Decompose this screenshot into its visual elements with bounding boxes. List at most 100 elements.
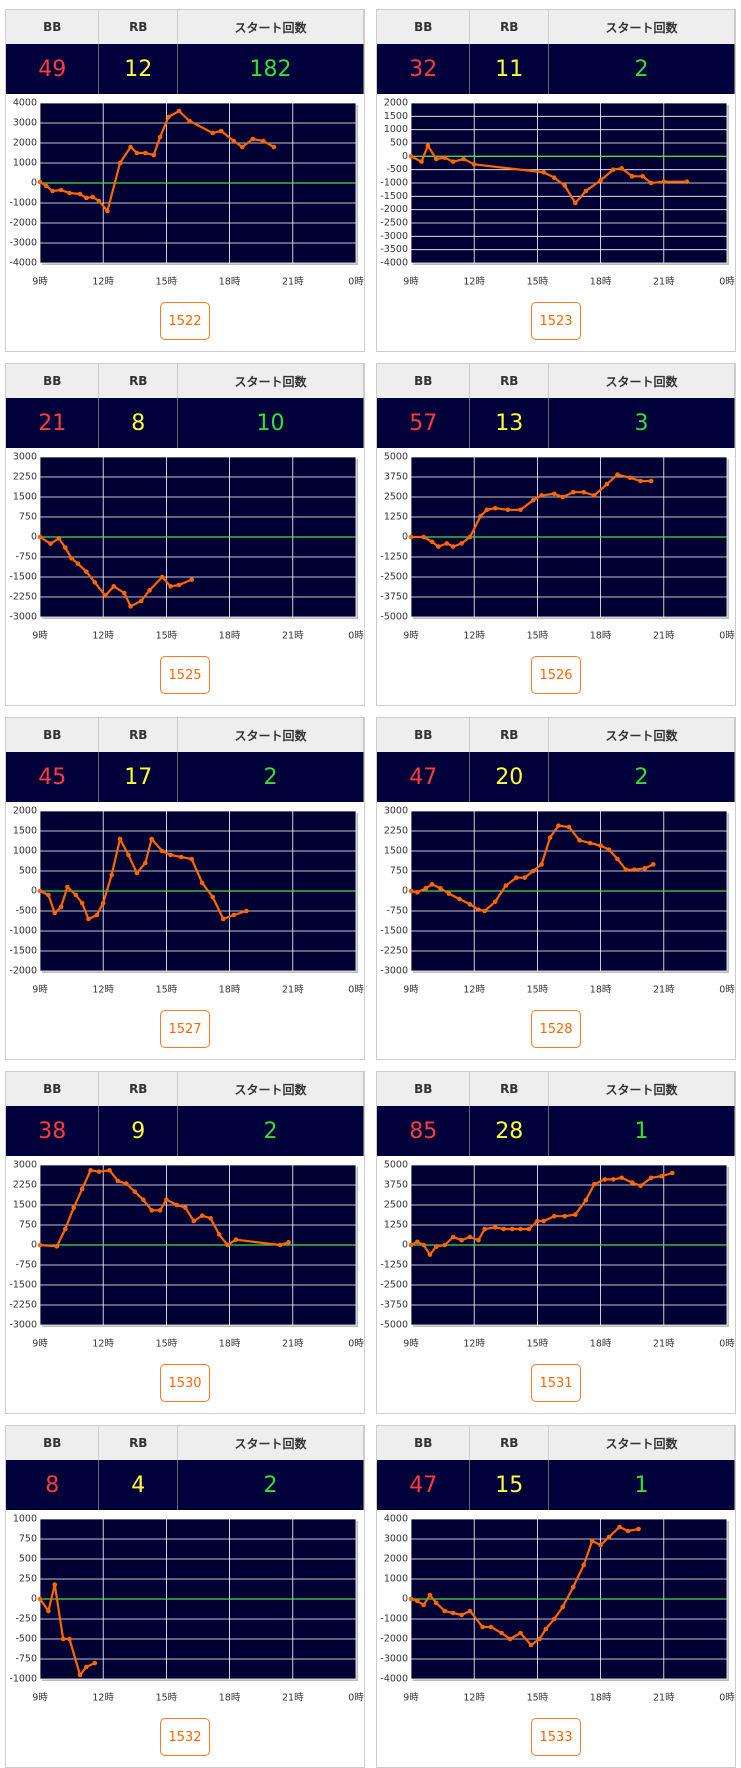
data-point — [583, 1197, 589, 1203]
machine-button[interactable]: 1528 — [531, 1010, 581, 1048]
data-point — [37, 888, 43, 894]
machine-button[interactable]: 1533 — [531, 1718, 581, 1756]
stats-table: BB RB スタート回数 21 8 10 — [6, 364, 364, 448]
data-point — [632, 867, 637, 872]
data-point — [408, 1596, 414, 1602]
data-point — [84, 1664, 89, 1670]
header-cell: スタート回数 — [177, 10, 364, 44]
machine-button[interactable]: 1522 — [160, 302, 210, 340]
y-tick-label: 1000 — [13, 846, 37, 857]
data-point — [591, 493, 597, 498]
machine-button[interactable]: 1530 — [160, 1364, 210, 1402]
data-point — [233, 1237, 239, 1242]
data-point — [467, 534, 473, 540]
machine-button[interactable]: 1527 — [160, 1010, 210, 1048]
data-point — [610, 167, 616, 172]
data-point — [115, 1178, 121, 1184]
data-point — [560, 494, 565, 500]
data-point — [442, 1608, 448, 1614]
header-cell: RB — [469, 10, 550, 44]
data-point — [37, 1242, 43, 1248]
x-tick-label: 9時 — [32, 1693, 48, 1704]
y-tick-label: -750 — [15, 1260, 37, 1271]
data-point — [598, 178, 603, 183]
data-point — [467, 1608, 473, 1614]
chart: -3000 -2250 -1500 -750 0 750 1500 2250 3000 9時 12時… — [9, 1160, 364, 1350]
data-point — [625, 1528, 631, 1534]
data-point — [522, 875, 528, 880]
chart: -3000 -2250 -1500 -750 0 750 1500 2250 3000 9時 12時… — [9, 452, 364, 642]
y-tick-label: -4000 — [380, 258, 408, 269]
header-cell: BB — [377, 1426, 471, 1460]
y-tick-label: -2500 — [380, 218, 408, 229]
data-point — [602, 1177, 608, 1182]
data-point — [149, 1208, 154, 1213]
header-cell: RB — [98, 718, 179, 752]
machine-button[interactable]: 1526 — [531, 656, 581, 694]
y-tick-label: -4000 — [380, 1674, 408, 1685]
x-tick-label: 21時 — [653, 985, 675, 996]
machine-button[interactable]: 1532 — [160, 1718, 210, 1756]
y-tick-label: 750 — [390, 866, 408, 877]
data-point — [408, 888, 414, 894]
data-point — [560, 1604, 565, 1610]
machine-button[interactable]: 1523 — [531, 302, 581, 340]
data-point — [433, 1244, 439, 1249]
data-point — [199, 1213, 205, 1218]
y-tick-label: -2500 — [380, 1280, 408, 1291]
data-point — [535, 1218, 540, 1224]
x-tick-label: 0時 — [348, 277, 364, 288]
data-point — [482, 908, 488, 914]
data-point — [661, 179, 667, 184]
data-point — [429, 539, 435, 545]
y-tick-label: 2000 — [13, 806, 37, 817]
y-tick-label: -1000 — [380, 178, 408, 189]
y-tick-label: 0 — [31, 886, 37, 897]
y-tick-label: 3000 — [384, 1534, 408, 1545]
y-tick-label: 0 — [31, 178, 37, 189]
y-tick-label: 1000 — [384, 1574, 408, 1585]
machine-button[interactable]: 1531 — [531, 1364, 581, 1402]
data-point — [216, 1232, 222, 1237]
header-cell: スタート回数 — [177, 1072, 364, 1106]
x-tick-label: 0時 — [719, 985, 735, 996]
y-tick-label: -3750 — [380, 592, 408, 603]
data-point — [419, 159, 424, 164]
x-tick-label: 12時 — [92, 631, 114, 642]
y-tick-label: 1500 — [384, 111, 408, 122]
data-point — [638, 1183, 643, 1189]
x-tick-label: 12時 — [92, 277, 114, 288]
x-tick-label: 21時 — [282, 631, 304, 642]
y-tick-label: 3000 — [13, 1160, 37, 1171]
y-tick-label: 5000 — [384, 1160, 408, 1171]
y-tick-label: 4000 — [384, 1514, 408, 1525]
data-point — [457, 896, 462, 902]
x-tick-label: 21時 — [653, 1693, 675, 1704]
stats-table: BB RB スタート回数 32 11 2 — [377, 10, 735, 94]
data-point — [450, 544, 456, 549]
data-point — [518, 507, 523, 513]
x-tick-label: 12時 — [463, 1693, 485, 1704]
y-tick-label: 0 — [402, 1240, 408, 1251]
x-tick-label: 15時 — [527, 985, 549, 996]
start-count: 10 — [177, 398, 364, 448]
data-point — [659, 1173, 664, 1179]
y-tick-label: -750 — [15, 1654, 37, 1665]
data-point — [421, 1602, 426, 1608]
data-point — [231, 138, 237, 144]
machine-button[interactable]: 1525 — [160, 656, 210, 694]
data-point — [67, 190, 72, 196]
data-point — [37, 179, 43, 185]
stats-table: BB RB スタート回数 57 13 3 — [377, 364, 735, 448]
data-point — [526, 1226, 532, 1232]
data-point — [151, 152, 157, 158]
panel: BB RB スタート回数 85 28 1 -5000 -3750 -2500 -1250 0 1250… — [376, 1071, 736, 1414]
rb-count: 4 — [98, 1460, 179, 1510]
stats-table: BB RB スタート回数 85 28 1 — [377, 1072, 735, 1156]
y-tick-label: -250 — [15, 1614, 37, 1625]
x-tick-label: 12時 — [463, 631, 485, 642]
start-count: 2 — [177, 752, 364, 802]
data-point — [210, 894, 216, 900]
data-point — [176, 108, 182, 114]
